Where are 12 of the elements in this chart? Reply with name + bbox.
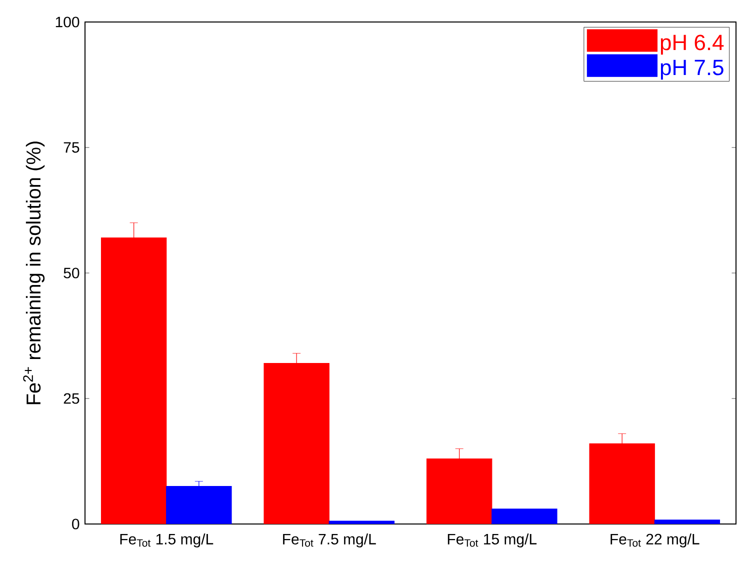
legend-label: pH 6.4 xyxy=(660,34,724,55)
y-tick-label: 25 xyxy=(64,393,80,404)
x-tick-label: Fe$_{Tot}$ 7.5 mg/L xyxy=(283,533,376,548)
x-tick-label: Fe$_{Tot}$ 22 mg/L xyxy=(610,533,700,548)
y-tick-label: 50 xyxy=(64,268,80,278)
y-tick-label: 75 xyxy=(64,142,80,153)
y-axis-title: Fe$^{2+}$ remaining in solution (%) xyxy=(23,142,45,404)
x-tick-label: Fe$_{Tot}$ 15 mg/L xyxy=(448,533,537,548)
x-tick-label: Fe$_{Tot}$ 1.5 mg/L xyxy=(120,533,214,548)
y-tick-label: 0 xyxy=(72,518,80,530)
legend-label: pH 7.5 xyxy=(660,60,724,80)
y-tick-label: 100 xyxy=(56,16,80,28)
